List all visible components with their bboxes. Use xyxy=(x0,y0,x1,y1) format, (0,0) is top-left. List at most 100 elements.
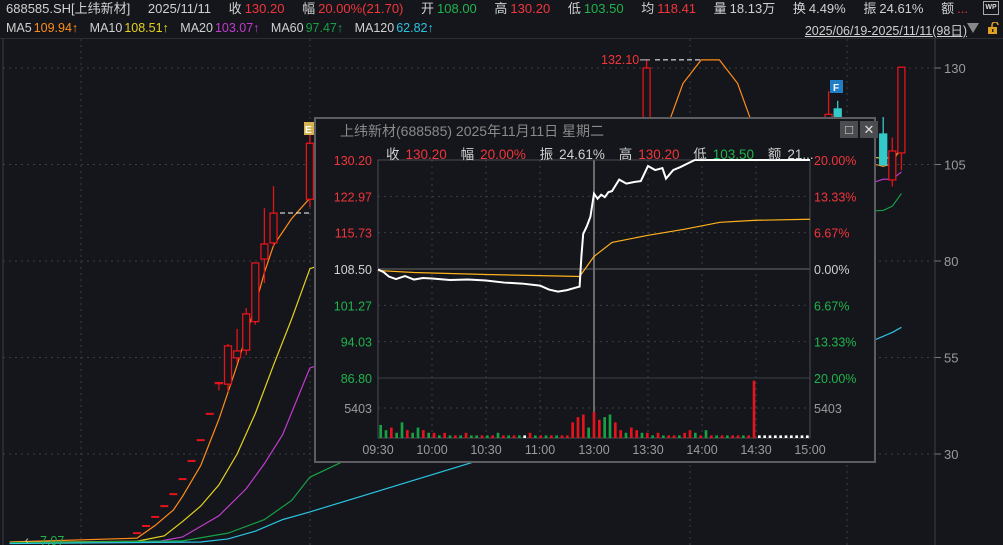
maximize-button[interactable]: □ xyxy=(840,121,858,138)
avg-label: 均 xyxy=(641,1,655,16)
f-badge-label: F xyxy=(833,83,839,94)
candle-body xyxy=(260,243,269,260)
price-line xyxy=(377,159,810,293)
volume-label: 量 xyxy=(713,1,727,16)
volume-tick-right: 5403 xyxy=(814,402,842,416)
high-marker-label: 132.10 xyxy=(601,53,639,67)
y-tick-label: 130 xyxy=(944,61,966,76)
candle-body xyxy=(888,150,897,181)
open-value: 108.00 xyxy=(437,1,477,16)
close-value: 130.20 xyxy=(244,1,285,16)
y-tick-label: 80 xyxy=(944,254,958,269)
price-tick-left: 130.20 xyxy=(334,154,372,168)
ma-line-ma5 xyxy=(9,59,902,543)
info-high-label: 高 xyxy=(618,147,633,162)
ma20-value: 103.07↑ xyxy=(214,21,260,35)
time-tick: 09:30 xyxy=(362,443,393,457)
ma10-label: MA10 xyxy=(89,21,123,35)
info-amount-label: 额 xyxy=(767,147,782,162)
time-tick: 11:00 xyxy=(525,443,555,457)
high-label: 高 xyxy=(494,1,508,16)
candle-body xyxy=(214,381,224,385)
pct-tick-right: 6.67% xyxy=(814,227,849,241)
high-value: 130.20 xyxy=(510,1,551,16)
info-amp-value: 24.61% xyxy=(559,147,605,162)
candle-body xyxy=(897,66,906,154)
candle-body xyxy=(305,142,315,200)
ma-line-ma60 xyxy=(9,193,902,544)
avg-value: 118.41 xyxy=(657,1,697,16)
ma-line-ma20 xyxy=(9,171,902,544)
info-low-label: 低 xyxy=(693,147,707,162)
turnover-value: 4.49% xyxy=(808,1,846,16)
popup-info-bar: 收 130.20 幅 20.00% 振 24.61% 高 130.20 低 103.50 … xyxy=(386,143,820,163)
volume-value: 18.13万 xyxy=(729,1,776,16)
y-tick-label: 55 xyxy=(944,351,958,366)
info-high-value: 130.20 xyxy=(638,147,680,162)
intraday-popup[interactable]: 130.20 20.00% 122.97 13.33% 115.73 6.67% 108.5… xyxy=(314,117,878,463)
symbol[interactable]: 688585.SH[上纬新材] xyxy=(6,1,131,16)
pct-tick-right: 20.00% xyxy=(814,372,856,386)
change-label: 幅 xyxy=(302,1,316,16)
ma60-label: MA60 xyxy=(270,21,304,35)
date-range-selector[interactable]: 2025/06/19-2025/11/11(98日) xyxy=(804,24,967,38)
info-low-value: 103.50 xyxy=(712,147,755,162)
ma120-label: MA120 xyxy=(354,21,395,35)
price-tick-left: 108.50 xyxy=(334,263,372,277)
ma20-label: MA20 xyxy=(180,21,213,35)
candle-body xyxy=(232,350,242,359)
pct-tick-right: 13.33% xyxy=(814,336,856,350)
time-tick: 15:00 xyxy=(794,443,825,457)
low-label: 低 xyxy=(567,1,581,16)
info-change-value: 20.00% xyxy=(480,147,526,162)
dropdown-triangle-icon[interactable] xyxy=(967,23,979,33)
avg-price-line xyxy=(377,218,811,278)
time-tick: 13:30 xyxy=(632,443,663,457)
pct-tick-right: 20.00% xyxy=(814,154,856,168)
candle-body xyxy=(879,133,888,166)
price-tick-left: 101.27 xyxy=(334,299,372,313)
amplitude-value: 24.61% xyxy=(879,1,924,16)
pct-tick-right: 13.33% xyxy=(814,190,856,204)
price-tick-left: 115.73 xyxy=(335,227,372,241)
open-label: 开 xyxy=(421,1,435,16)
price-tick-left: 122.97 xyxy=(334,190,372,204)
wp-icon[interactable]: WP xyxy=(983,1,999,15)
price-tick-left: 94.03 xyxy=(341,336,372,350)
amount-value: ... xyxy=(957,1,968,16)
candle-body xyxy=(242,313,251,351)
amplitude-label: 振 xyxy=(863,1,877,16)
date: 2025/11/11 xyxy=(147,1,212,16)
info-change-label: 幅 xyxy=(460,147,475,162)
f-badge-icon xyxy=(830,80,843,93)
turnover-label: 换 xyxy=(792,1,806,16)
intraday-chart[interactable]: 130.20 20.00% 122.97 13.33% 115.73 6.67% 108.5… xyxy=(316,119,874,461)
close-button[interactable]: ✕ xyxy=(860,121,878,138)
time-tick: 10:00 xyxy=(416,443,447,457)
time-tick: 13:00 xyxy=(578,443,609,457)
info-close-value: 130.20 xyxy=(405,147,447,162)
ma-legend: MA5 109.94↑ MA10 108.51↑ MA20 103.07↑ MA60 9… xyxy=(0,19,436,37)
candle-body xyxy=(269,212,278,244)
ma5-label: MA5 xyxy=(6,21,32,35)
ma120-value: 62.82↑ xyxy=(396,21,434,35)
candle-body xyxy=(251,262,260,323)
e-badge-label: E xyxy=(305,125,312,136)
pct-tick-right: 6.67% xyxy=(814,299,849,313)
pct-tick-right: 0.00% xyxy=(814,263,849,277)
y-tick-label: 105 xyxy=(944,158,966,173)
low-marker-label: 7.07 xyxy=(40,534,64,545)
ma5-value: 109.94↑ xyxy=(33,21,79,35)
quote-header: 688585.SH[上纬新材] 2025/11/11 收 130.20 幅 20.0… xyxy=(0,0,1003,18)
price-tick-left: 86.80 xyxy=(341,372,372,386)
info-close-label: 收 xyxy=(386,147,400,162)
info-amount-value: 21... xyxy=(787,147,814,162)
time-tick: 14:30 xyxy=(740,443,771,457)
candle-body xyxy=(223,345,233,385)
popup-title: 上纬新材(688585) 2025年11月11日 星期二 xyxy=(340,123,605,139)
change-value: 20.00%(21.70) xyxy=(318,1,404,16)
unlock-icon[interactable] xyxy=(987,22,999,34)
y-tick-label: 5 xyxy=(944,544,951,545)
volume-tick-left: 5403 xyxy=(344,402,372,416)
y-tick-label: 30 xyxy=(944,447,958,462)
